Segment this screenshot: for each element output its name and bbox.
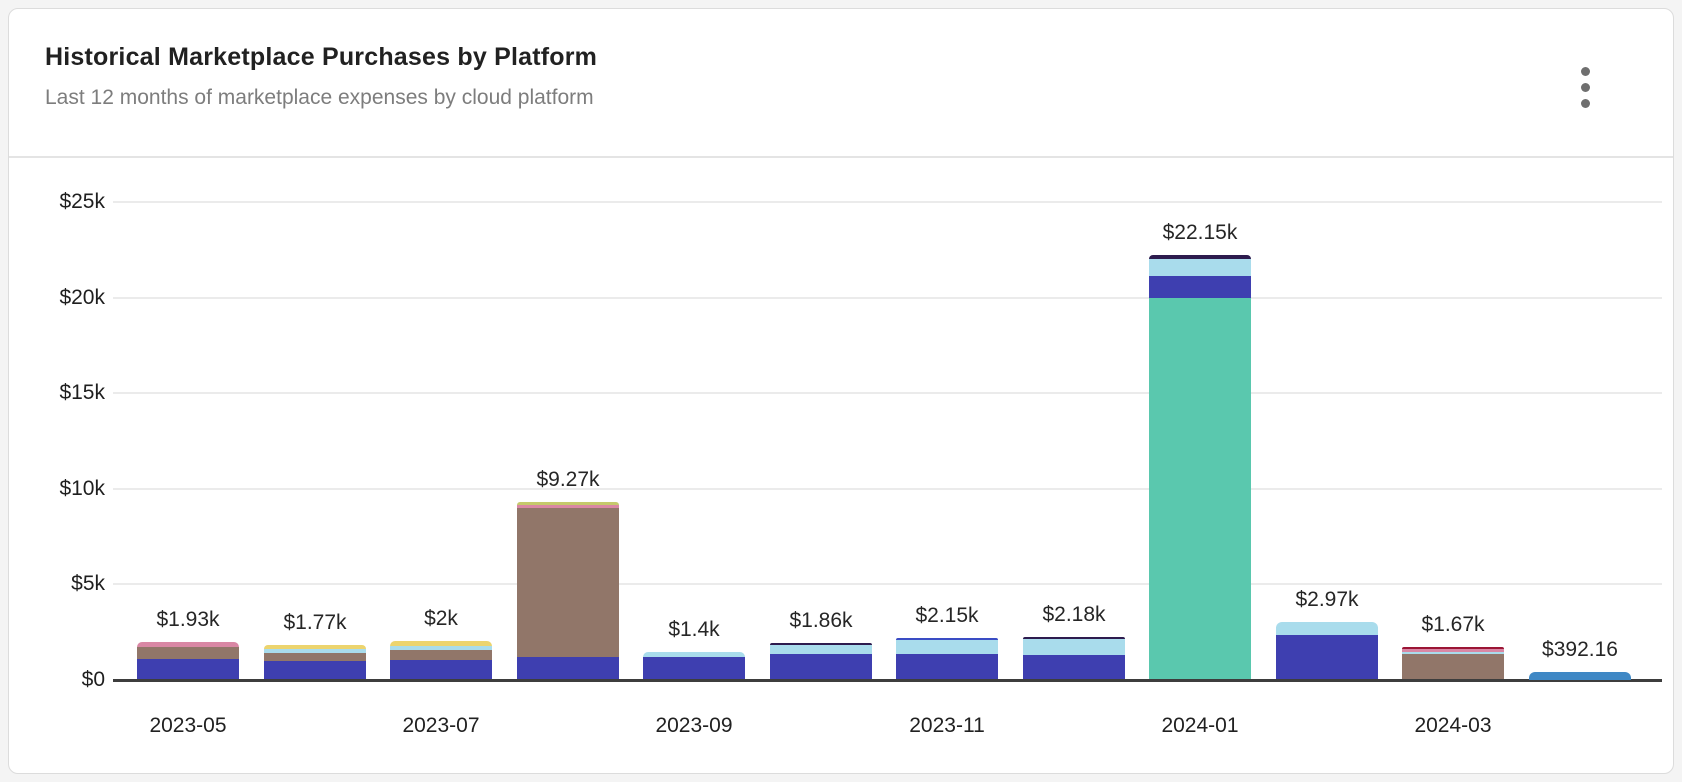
- bar-segment-blue[interactable]: [896, 638, 998, 640]
- bar-value-label: $1.86k: [789, 609, 853, 632]
- y-axis-label: $10k: [59, 477, 105, 500]
- bar-value-label: $22.15k: [1162, 221, 1238, 244]
- bar-segment-light_blue[interactable]: [896, 639, 998, 655]
- bar-segment-light_blue[interactable]: [1276, 622, 1378, 635]
- bar-group[interactable]: [390, 641, 492, 680]
- bar-segment-brown[interactable]: [1402, 654, 1504, 679]
- bar-value-label: $392.16: [1542, 638, 1618, 661]
- bar-segment-brown[interactable]: [137, 647, 239, 659]
- bar-group[interactable]: [1276, 622, 1378, 679]
- x-axis-line: [113, 679, 1662, 682]
- bar-segment-indigo[interactable]: [896, 654, 998, 680]
- header-divider: [9, 156, 1673, 158]
- bar-segment-pink[interactable]: [137, 642, 239, 647]
- bar-segment-indigo[interactable]: [770, 653, 872, 679]
- bar-value-label: $2k: [424, 607, 458, 630]
- y-axis-label: $5k: [71, 572, 105, 595]
- bar-segment-indigo[interactable]: [1276, 634, 1378, 679]
- x-axis-label: 2024-03: [1414, 714, 1492, 737]
- bar-segment-light_blue[interactable]: [264, 649, 366, 654]
- bar-segment-brown[interactable]: [390, 649, 492, 661]
- bar-segment-indigo[interactable]: [1149, 276, 1251, 298]
- bar-segment-indigo[interactable]: [643, 656, 745, 679]
- bar-segment-light_blue[interactable]: [1023, 638, 1125, 655]
- bar-value-label: $9.27k: [536, 468, 600, 491]
- bar-value-label: $2.18k: [1042, 603, 1106, 626]
- bar-segment-steel_blue[interactable]: [1529, 672, 1631, 680]
- bar-segment-light_blue[interactable]: [770, 644, 872, 654]
- x-axis-label: 2023-07: [402, 714, 480, 737]
- bar-group[interactable]: [770, 643, 872, 679]
- bar-value-label: $1.77k: [283, 611, 347, 634]
- bar-segment-brown[interactable]: [517, 507, 619, 658]
- gridline: [113, 488, 1662, 490]
- bar-value-label: $1.67k: [1421, 613, 1485, 636]
- bar-segment-indigo[interactable]: [1023, 654, 1125, 679]
- bar-segment-indigo[interactable]: [264, 660, 366, 679]
- bar-value-label: $2.97k: [1295, 588, 1359, 611]
- bar-segment-dark_purple[interactable]: [1023, 637, 1125, 639]
- bar-segment-pink[interactable]: [517, 504, 619, 508]
- bar-segment-indigo[interactable]: [390, 660, 492, 680]
- bar-segment-light_blue[interactable]: [1149, 258, 1251, 276]
- bar-segment-light_blue[interactable]: [390, 645, 492, 650]
- bar-group[interactable]: [896, 638, 998, 680]
- gridline: [113, 583, 1662, 585]
- y-axis-label: $25k: [59, 190, 105, 213]
- gridline: [113, 201, 1662, 203]
- bar-segment-yellow[interactable]: [390, 641, 492, 646]
- x-axis-label: 2023-09: [655, 714, 733, 737]
- bar-segment-dark_purple[interactable]: [1149, 255, 1251, 259]
- bar-segment-olive[interactable]: [517, 502, 619, 505]
- bar-group[interactable]: [643, 652, 745, 679]
- bar-group[interactable]: [1149, 255, 1251, 679]
- card-menu-button[interactable]: [1567, 61, 1603, 113]
- y-axis-label: $20k: [59, 286, 105, 309]
- page-title: Historical Marketplace Purchases by Plat…: [45, 43, 598, 71]
- bar-segment-dark_purple[interactable]: [770, 643, 872, 645]
- bar-value-label: $1.4k: [668, 618, 720, 641]
- bar-segment-indigo[interactable]: [137, 658, 239, 679]
- card-header: Historical Marketplace Purchases by Plat…: [9, 9, 1673, 121]
- bar-group[interactable]: [517, 502, 619, 680]
- gridline: [113, 392, 1662, 394]
- bar-segment-pink[interactable]: [1402, 649, 1504, 652]
- bar-group[interactable]: [264, 645, 366, 679]
- bar-group[interactable]: [1023, 637, 1125, 679]
- bar-value-label: $1.93k: [156, 608, 220, 631]
- bar-segment-light_blue[interactable]: [643, 652, 745, 657]
- bar-segment-indigo[interactable]: [517, 657, 619, 680]
- bar-value-label: $2.15k: [915, 604, 979, 627]
- bar-segment-crimson[interactable]: [1402, 647, 1504, 650]
- gridline: [113, 297, 1662, 299]
- x-axis-label: 2023-05: [149, 714, 227, 737]
- bar-group[interactable]: [137, 642, 239, 679]
- bar-segment-brown[interactable]: [264, 653, 366, 661]
- bar-segment-yellow[interactable]: [264, 645, 366, 650]
- bar-group[interactable]: [1402, 647, 1504, 679]
- card-subtitle: Last 12 months of marketplace expenses b…: [45, 86, 594, 109]
- chart-card: Historical Marketplace Purchases by Plat…: [8, 8, 1674, 774]
- chart: $0 $5k $10k $15k $20k $25k $1.93k 2023-05 $1.77k…: [9, 158, 1673, 773]
- x-axis-label: 2023-11: [909, 714, 985, 737]
- x-axis-label: 2024-01: [1161, 714, 1239, 737]
- bar-group[interactable]: [1529, 672, 1631, 680]
- bar-segment-teal[interactable]: [1149, 298, 1251, 679]
- bar-segment-light_blue[interactable]: [1402, 651, 1504, 655]
- y-axis-label: $15k: [59, 381, 105, 404]
- y-axis-label: $0: [81, 668, 105, 691]
